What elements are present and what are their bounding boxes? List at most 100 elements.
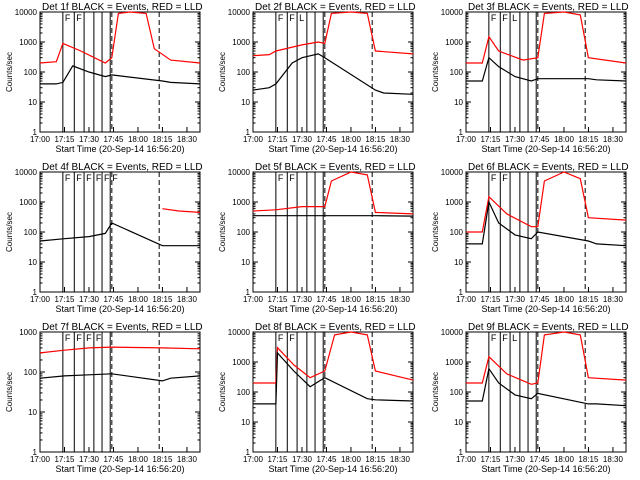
- x-tick-label: 18:15: [578, 455, 599, 464]
- y-tick-label: 1: [459, 288, 464, 297]
- x-tick-label: 17:45: [103, 455, 124, 464]
- interval-mark: F: [86, 333, 92, 343]
- x-axis-label: Start Time (20-Sep-14 16:56:20): [481, 144, 610, 154]
- y-axis-label: Counts/sec: [431, 52, 440, 92]
- plot-frame: [39, 11, 201, 133]
- x-axis-label: Start Time (20-Sep-14 16:56:20): [55, 304, 184, 314]
- lld-series-line: [162, 208, 201, 213]
- lld-series-line: [466, 331, 627, 385]
- panel-title: Det 2f BLACK = Events, RED = LLD: [255, 2, 416, 13]
- y-axis-label: Counts/sec: [5, 52, 14, 92]
- plot-frame: [39, 171, 201, 293]
- y-tick-label: 10000: [441, 328, 464, 337]
- x-tick-label: 18:00: [554, 135, 575, 144]
- y-tick-label: 100: [237, 68, 251, 77]
- interval-mark: F: [278, 13, 284, 23]
- interval-mark: L: [512, 333, 517, 343]
- y-tick-label: 10000: [228, 8, 251, 17]
- x-tick-label: 17:00: [30, 455, 51, 464]
- interval-mark: F: [86, 173, 92, 183]
- panel-title: Det 3f BLACK = Events, RED = LLD: [468, 2, 629, 13]
- x-tick-label: 17:15: [267, 135, 288, 144]
- events-series-line: [39, 373, 201, 382]
- y-tick-label: 100: [450, 68, 464, 77]
- x-axis-label: Start Time (20-Sep-14 16:56:20): [481, 464, 610, 474]
- plot-frame: [465, 331, 627, 453]
- interval-mark: F: [491, 173, 497, 183]
- y-axis-label: Counts/sec: [218, 52, 227, 92]
- x-axis-label: Start Time (20-Sep-14 16:56:20): [55, 144, 184, 154]
- y-axis-label: Counts/sec: [218, 372, 227, 412]
- interval-mark: F: [104, 173, 110, 183]
- x-tick-label: 18:00: [341, 135, 362, 144]
- y-tick-label: 10000: [15, 8, 38, 17]
- lld-series-line: [252, 171, 414, 215]
- x-tick-label: 17:30: [292, 135, 313, 144]
- y-tick-label: 1000: [445, 38, 463, 47]
- x-tick-label: 17:30: [79, 455, 100, 464]
- y-tick-label: 100: [24, 228, 38, 237]
- interval-mark: F: [76, 13, 82, 23]
- y-axis-label: Counts/sec: [5, 372, 14, 412]
- y-tick-label: 100: [450, 228, 464, 237]
- interval-mark: F: [65, 333, 71, 343]
- x-axis-label: Start Time (20-Sep-14 16:56:20): [268, 144, 397, 154]
- x-tick-label: 18:30: [390, 295, 411, 304]
- interval-mark: F: [65, 173, 71, 183]
- x-tick-label: 18:00: [554, 295, 575, 304]
- x-tick-label: 17:00: [456, 295, 477, 304]
- y-tick-label: 10: [28, 258, 37, 267]
- interval-mark: L: [512, 13, 517, 23]
- x-tick-label: 17:15: [480, 455, 501, 464]
- x-tick-label: 17:45: [529, 135, 550, 144]
- x-tick-label: 18:30: [603, 295, 624, 304]
- interval-mark: F: [278, 333, 284, 343]
- y-tick-label: 1: [33, 128, 38, 137]
- y-tick-label: 1: [246, 448, 251, 457]
- x-tick-label: 17:15: [267, 455, 288, 464]
- interval-mark: F: [491, 333, 497, 343]
- x-tick-label: 18:15: [365, 135, 386, 144]
- x-tick-label: 18:00: [128, 295, 149, 304]
- y-axis-label: Counts/sec: [431, 372, 440, 412]
- lld-series-line: [466, 171, 627, 233]
- x-tick-label: 18:15: [152, 135, 173, 144]
- interval-mark: F: [289, 173, 295, 183]
- x-tick-label: 17:15: [267, 295, 288, 304]
- x-tick-label: 17:30: [505, 135, 526, 144]
- y-tick-label: 1000: [232, 198, 250, 207]
- x-axis-label: Start Time (20-Sep-14 16:56:20): [55, 464, 184, 474]
- x-tick-label: 17:15: [480, 135, 501, 144]
- y-tick-label: 1000: [445, 198, 463, 207]
- panel-title: Det 4f BLACK = Events, RED = LLD: [42, 162, 203, 173]
- y-tick-label: 100: [237, 228, 251, 237]
- y-tick-label: 10: [454, 418, 463, 427]
- y-tick-label: 1: [33, 288, 38, 297]
- x-tick-label: 18:00: [341, 295, 362, 304]
- x-tick-label: 18:15: [578, 295, 599, 304]
- x-tick-label: 17:30: [79, 135, 100, 144]
- y-tick-label: 100: [237, 388, 251, 397]
- panel-title: Det 9f BLACK = Events, RED = LLD: [468, 322, 629, 333]
- x-tick-label: 17:15: [54, 295, 75, 304]
- interval-mark: F: [289, 333, 295, 343]
- x-tick-label: 18:15: [365, 455, 386, 464]
- lld-series-line: [39, 11, 201, 64]
- events-series-line: [40, 65, 201, 85]
- interval-mark: F: [502, 333, 508, 343]
- y-tick-label: 10: [454, 98, 463, 107]
- panel-title: Det 8f BLACK = Events, RED = LLD: [255, 322, 416, 333]
- y-tick-label: 10000: [228, 168, 251, 177]
- x-tick-label: 17:30: [79, 295, 100, 304]
- y-tick-label: 1000: [232, 358, 250, 367]
- x-tick-label: 17:30: [292, 295, 313, 304]
- y-tick-label: 1000: [19, 328, 37, 337]
- x-tick-label: 18:00: [341, 455, 362, 464]
- interval-mark: F: [65, 13, 71, 23]
